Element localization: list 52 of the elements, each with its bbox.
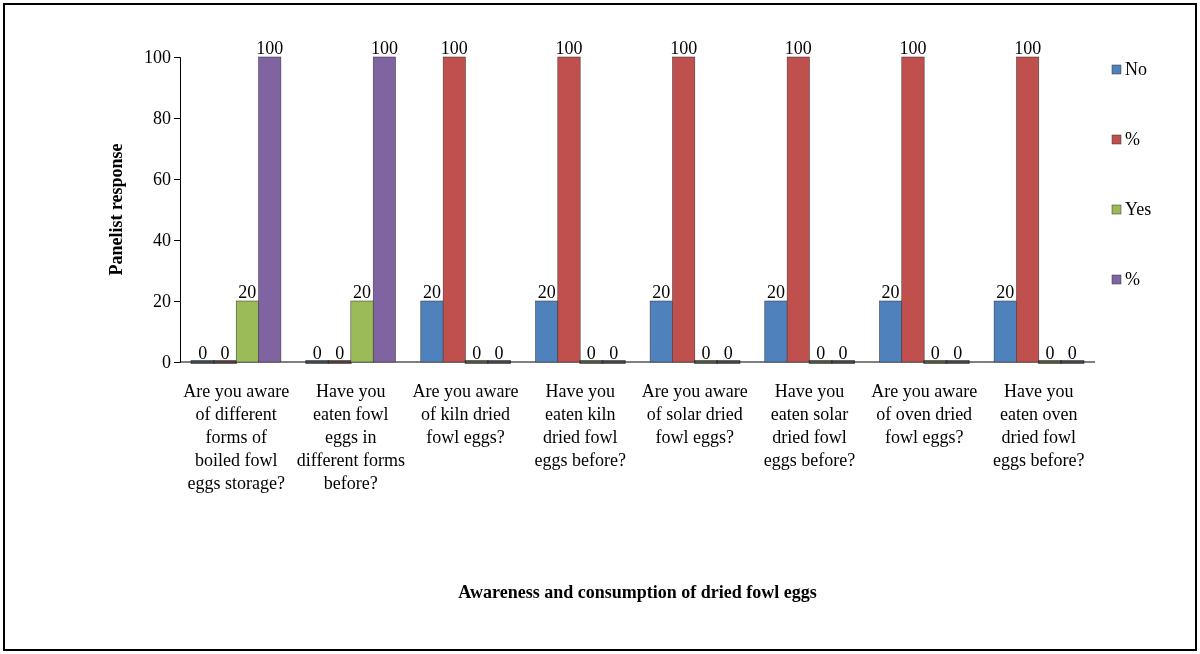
- data-label: 0: [838, 343, 848, 363]
- data-label: 100: [555, 38, 583, 58]
- data-label: 100: [899, 38, 927, 58]
- data-label: 20: [881, 282, 900, 302]
- x-tick-label: Have you eaten kiln dried fowl eggs before?: [534, 381, 626, 470]
- x-tick-label: Have you eaten fowl eggs in different forms before?: [296, 381, 405, 493]
- y-tick-label: 100: [144, 47, 171, 68]
- data-label: 0: [723, 343, 733, 363]
- data-label: 20: [996, 282, 1015, 302]
- legend-label: %: [1125, 129, 1140, 149]
- data-label: 20: [422, 282, 441, 302]
- data-label: 100: [784, 38, 812, 58]
- data-label: 0: [335, 343, 345, 363]
- data-label: 100: [256, 38, 284, 58]
- data-label: 20: [238, 282, 257, 302]
- x-tick-label: Are you aware of kiln dried fowl eggs?: [412, 381, 519, 447]
- data-label: 100: [370, 38, 398, 58]
- legend-label: %: [1125, 269, 1140, 289]
- y-tick-label: 40: [153, 230, 171, 251]
- x-axis-title: Awareness and consumption of dried fowl eggs: [458, 582, 817, 602]
- y-tick-label: 20: [153, 291, 171, 312]
- legend-label: No: [1125, 59, 1147, 79]
- data-label: 0: [609, 343, 619, 363]
- data-label: 20: [353, 282, 372, 302]
- data-label: 100: [1014, 38, 1042, 58]
- data-label: 0: [701, 343, 711, 363]
- data-label: 0: [1067, 343, 1077, 363]
- data-label: 0: [494, 343, 504, 363]
- data-label: 100: [670, 38, 698, 58]
- data-label: 0: [1045, 343, 1055, 363]
- y-axis-title: Panelist response: [106, 143, 126, 276]
- legend-label: Yes: [1125, 199, 1152, 219]
- data-label: 20: [537, 282, 556, 302]
- x-tick-label: Have you eaten solar dried fowl eggs before?: [763, 381, 856, 470]
- y-tick-label: 0: [162, 352, 171, 373]
- x-tick-label: Have you eaten oven dried fowl eggs before?: [993, 381, 1085, 470]
- data-label: 0: [198, 343, 208, 363]
- data-label: 20: [652, 282, 671, 302]
- x-tick-label: Are you aware of solar dried fowl eggs?: [641, 381, 748, 447]
- y-tick-label: 80: [153, 108, 171, 129]
- data-label: 0: [312, 343, 322, 363]
- data-label: 20: [766, 282, 785, 302]
- data-label: 0: [953, 343, 963, 363]
- x-tick-label: Are you aware of oven dried fowl eggs?: [871, 381, 978, 447]
- data-label: 0: [586, 343, 596, 363]
- data-label: 0: [816, 343, 826, 363]
- data-label: 0: [220, 343, 230, 363]
- x-tick-label: Are you aware of different forms of boiled fowl eggs storage?: [183, 381, 290, 493]
- data-label: 0: [472, 343, 482, 363]
- data-label: 0: [930, 343, 940, 363]
- data-label: 100: [440, 38, 468, 58]
- y-tick-label: 60: [153, 169, 171, 190]
